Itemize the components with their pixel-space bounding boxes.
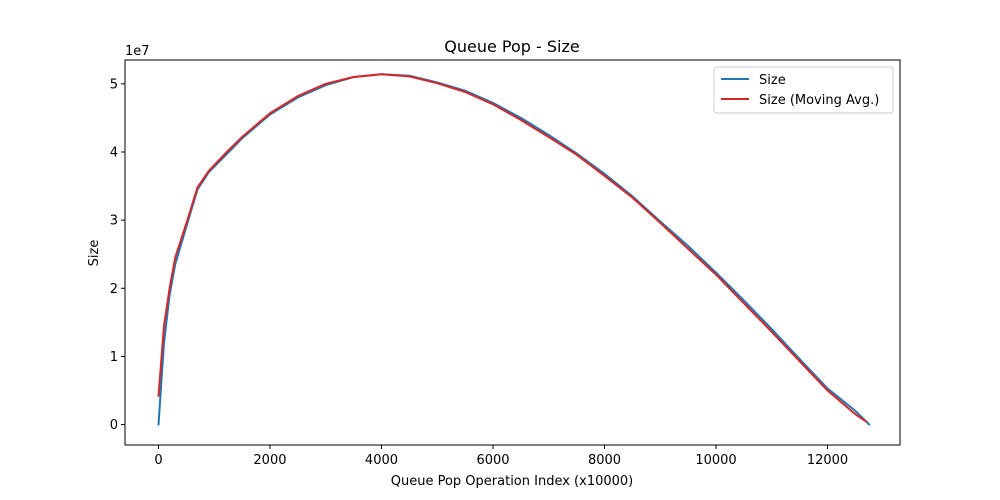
y-tick-label: 0	[110, 418, 118, 433]
plot-area	[125, 60, 900, 445]
x-tick-label: 0	[154, 453, 162, 468]
legend: Size Size (Moving Avg.)	[713, 66, 894, 114]
chart-title: Queue Pop - Size	[444, 37, 579, 56]
plot-frame	[124, 59, 901, 446]
legend-label-size: Size	[759, 73, 786, 88]
y-axis: 0 1 2 3 4 5	[110, 77, 125, 433]
x-tick-label: 6000	[476, 453, 509, 468]
y-tick-label: 3	[110, 214, 118, 229]
y-axis-label: Size	[87, 240, 102, 267]
y-tick-label: 5	[110, 77, 118, 92]
series-layer	[157, 73, 871, 426]
y-tick-label: 2	[110, 282, 118, 297]
legend-label-moving-avg: Size (Moving Avg.)	[759, 93, 879, 108]
x-axis-label: Queue Pop Operation Index (x10000)	[391, 474, 634, 489]
x-tick-label: 4000	[365, 453, 398, 468]
y-tick-label: 4	[110, 145, 118, 160]
series-line-moving-avg	[157, 73, 868, 423]
x-axis: 0 2000 4000 6000 8000 10000 12000	[154, 445, 848, 468]
x-tick-label: 8000	[588, 453, 621, 468]
legend-box	[713, 66, 894, 114]
x-tick-label: 12000	[807, 453, 848, 468]
x-tick-label: 2000	[253, 453, 286, 468]
y-tick-label: 1	[110, 350, 118, 365]
y-offset-label: 1e7	[125, 44, 150, 59]
x-tick-label: 10000	[695, 453, 736, 468]
